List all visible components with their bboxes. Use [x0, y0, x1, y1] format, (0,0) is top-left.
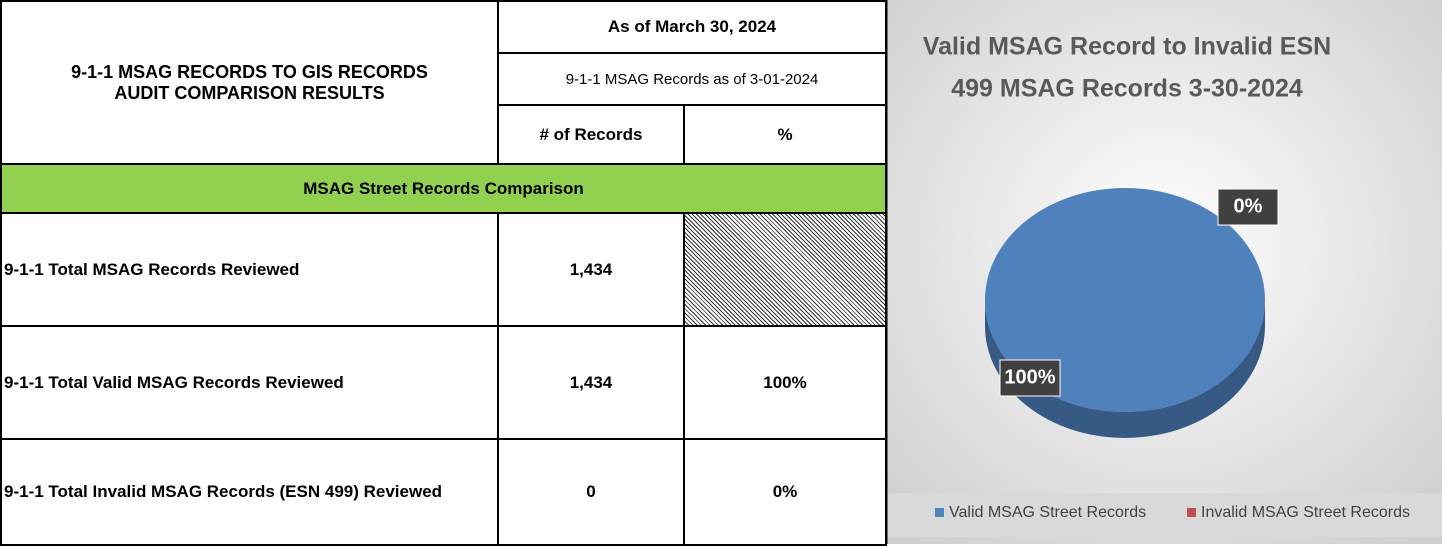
cell: 1,434 [497, 212, 685, 327]
section-header: MSAG Street Records Comparison [0, 163, 888, 214]
pie-slice [985, 188, 1265, 412]
row-label: 9-1-1 Total MSAG Records Reviewed [0, 212, 499, 327]
data-row: 9-1-1 Total Valid MSAG Records Reviewed … [0, 325, 888, 440]
data-label-box [1217, 188, 1279, 226]
header-row: 9-1-1 MSAG RECORDS TO GIS RECORDS AUDIT … [0, 0, 888, 165]
header-row: 9-1-1 MSAG Records as of 3-01-2024 [1, 52, 888, 106]
legend-swatch [935, 508, 944, 517]
date-header: As of March 30, 2024 [496, 0, 888, 54]
cell: 0 [497, 438, 685, 546]
sub-header: 9-1-1 MSAG Records as of 3-01-2024 [496, 52, 888, 106]
cell: 1,434 [497, 325, 685, 440]
legend-label: Valid MSAG Street Records [949, 504, 1146, 521]
column-header: # of Records [497, 104, 685, 165]
chart-subtitle: 499 MSAG Records 3-30-2024 [951, 75, 1303, 103]
data-label: 100% [1004, 366, 1055, 388]
legend-label: Invalid MSAG Street Records [1201, 504, 1410, 521]
data-label: 0% [1234, 195, 1263, 217]
section-row: MSAG Street Records Comparison [0, 163, 888, 214]
cell: 100% [682, 325, 888, 440]
column-header: % [682, 104, 888, 165]
pie-side [985, 300, 1265, 438]
table-title: 9-1-1 MSAG RECORDS TO GIS RECORDS AUDIT … [0, 0, 499, 165]
data-row: 9-1-1 Total Invalid MSAG Records (ESN 49… [0, 438, 888, 546]
legend-swatch [1187, 508, 1196, 517]
legend-band [885, 493, 1442, 537]
hatched-cell [682, 212, 888, 327]
row-label: 9-1-1 Total Invalid MSAG Records (ESN 49… [0, 438, 499, 546]
chart-title: Valid MSAG Record to Invalid ESN [923, 33, 1331, 61]
cell: 0% [682, 438, 888, 546]
chart: Valid MSAG Record to Invalid ESN 499 MSA… [885, 0, 1442, 544]
row-label: 9-1-1 Total Valid MSAG Records Reviewed [0, 325, 499, 440]
data-label-box [999, 359, 1061, 397]
audit-table: 9-1-1 MSAG RECORDS TO GIS RECORDS AUDIT … [0, 0, 888, 546]
data-row: 9-1-1 Total MSAG Records Reviewed 1,434 [0, 212, 888, 327]
